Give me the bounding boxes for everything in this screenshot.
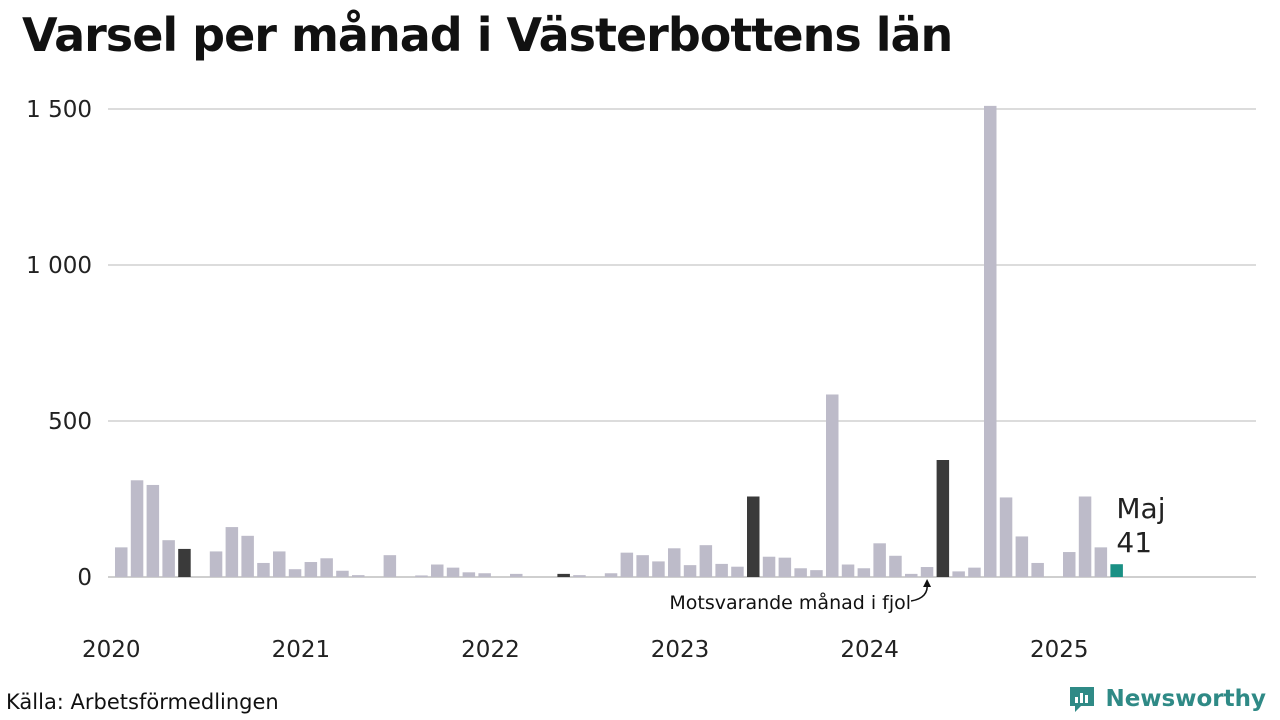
brand-logo: Newsworthy bbox=[1067, 684, 1266, 714]
bar-2022-09 bbox=[620, 552, 634, 577]
bar-2024-08 bbox=[984, 105, 997, 577]
bar-2021-08 bbox=[415, 575, 428, 577]
bar-2021-11 bbox=[462, 572, 476, 577]
bar-2023-03 bbox=[715, 563, 728, 577]
bar-2023-06 bbox=[762, 556, 776, 577]
y-axis-ticks: 0 500 1 000 1 500 bbox=[26, 97, 92, 591]
bar-2023-04 bbox=[731, 566, 744, 577]
bar-2024-02 bbox=[889, 555, 902, 577]
bar-2023-02 bbox=[699, 545, 713, 577]
latest-value-label: 41 bbox=[1116, 526, 1152, 559]
bar-2023-09 bbox=[810, 570, 823, 577]
bar-2020-07 bbox=[209, 551, 223, 577]
bar-2023-07 bbox=[778, 557, 792, 577]
bar-2021-10 bbox=[446, 567, 460, 577]
previous-year-annotation: Motsvarande månad i fjol bbox=[669, 591, 911, 614]
bar-2022-06 bbox=[573, 575, 586, 577]
bar-2023-10 bbox=[826, 394, 839, 577]
bar-2023-11 bbox=[841, 564, 855, 577]
bar-2020-01 bbox=[115, 547, 128, 577]
bar-2020-08 bbox=[225, 527, 239, 577]
source-note: Källa: Arbetsförmedlingen bbox=[6, 690, 279, 714]
bar-2022-12 bbox=[668, 548, 681, 577]
bar-2021-02 bbox=[320, 558, 333, 577]
bar-2023-08 bbox=[794, 568, 807, 577]
bar-2020-05 bbox=[178, 548, 191, 577]
latest-month-label: Maj bbox=[1116, 492, 1165, 525]
bar-2023-05 bbox=[747, 496, 760, 577]
bars bbox=[115, 105, 1123, 577]
bar-2022-05 bbox=[557, 573, 570, 577]
bar-2024-01 bbox=[873, 543, 886, 577]
bar-2024-04 bbox=[920, 567, 934, 577]
annotations: Maj 41 Motsvarande månad i fjol bbox=[669, 492, 1165, 614]
bar-2025-01 bbox=[1063, 552, 1076, 577]
bar-2022-08 bbox=[604, 573, 618, 577]
bar-2021-06 bbox=[383, 555, 397, 577]
bar-2025-04 bbox=[1110, 564, 1123, 577]
x-tick-label: 2023 bbox=[651, 637, 710, 663]
chart-title: Varsel per månad i Västerbottens län bbox=[22, 8, 953, 62]
bar-2021-09 bbox=[431, 564, 444, 577]
x-tick-label: 2024 bbox=[840, 637, 899, 663]
bar-2020-09 bbox=[241, 535, 254, 577]
bar-2021-03 bbox=[336, 570, 349, 577]
bar-2021-01 bbox=[304, 562, 318, 577]
bar-2021-04 bbox=[352, 575, 365, 577]
x-axis-ticks: 2020 2021 2022 2023 2024 2025 bbox=[82, 637, 1089, 663]
bar-2022-11 bbox=[652, 561, 665, 577]
bar-2020-02 bbox=[130, 480, 144, 577]
bar-2020-12 bbox=[288, 569, 302, 577]
x-tick-label: 2020 bbox=[82, 637, 141, 663]
bar-2020-10 bbox=[257, 562, 270, 577]
bar-2020-03 bbox=[146, 484, 160, 577]
bar-2022-02 bbox=[510, 573, 523, 577]
bar-2023-12 bbox=[857, 568, 871, 577]
y-tick-label: 1 500 bbox=[26, 97, 92, 123]
bar-2024-07 bbox=[968, 567, 981, 577]
annotation-arrowhead bbox=[923, 579, 932, 587]
brand-name: Newsworthy bbox=[1105, 686, 1266, 712]
bar-2024-03 bbox=[905, 573, 918, 577]
x-tick-label: 2022 bbox=[461, 637, 520, 663]
bar-2020-04 bbox=[162, 540, 175, 577]
bar-2021-12 bbox=[478, 573, 491, 577]
bar-2023-01 bbox=[683, 565, 697, 577]
bar-2024-11 bbox=[1031, 562, 1044, 577]
bar-2020-11 bbox=[273, 551, 286, 577]
bar-2025-02 bbox=[1078, 496, 1092, 577]
newsworthy-logo-icon bbox=[1070, 687, 1095, 712]
x-tick-label: 2025 bbox=[1030, 637, 1089, 663]
y-tick-label: 0 bbox=[77, 565, 92, 591]
bar-2024-10 bbox=[1015, 536, 1029, 577]
bar-2025-03 bbox=[1094, 547, 1108, 577]
bar-2024-05 bbox=[936, 460, 950, 577]
bar-2024-09 bbox=[999, 497, 1013, 577]
y-tick-label: 1 000 bbox=[26, 253, 92, 279]
bar-2024-06 bbox=[952, 571, 965, 577]
bar-2022-10 bbox=[636, 555, 649, 577]
x-tick-label: 2021 bbox=[272, 637, 331, 663]
y-tick-label: 500 bbox=[48, 409, 92, 435]
